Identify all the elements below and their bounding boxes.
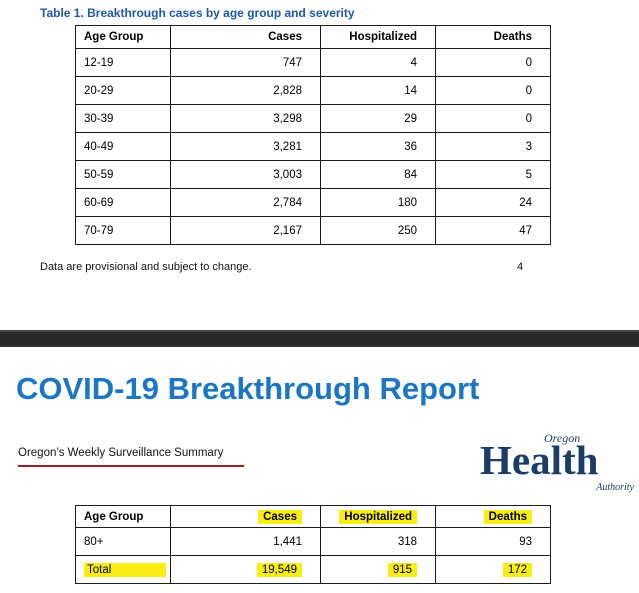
cell-cases: 747	[170, 48, 321, 77]
cell-hospitalized: 180	[320, 188, 436, 217]
cell-deaths: 47	[435, 216, 551, 245]
cell-cases: 1,441	[170, 527, 321, 556]
cell-cases: 2,167	[170, 216, 321, 245]
col-header-deaths: Deaths	[435, 505, 551, 528]
cell-deaths: 24	[435, 188, 551, 217]
cell-age-group: 20-29	[75, 76, 171, 105]
breakthrough-table-page2: Age Group Cases Hospitalized Deaths 80+ …	[75, 505, 551, 584]
table-header-row: Age Group Cases Hospitalized Deaths	[75, 505, 551, 528]
report-subtitle: Oregon’s Weekly Surveillance Summary	[18, 447, 224, 459]
cell-deaths: 93	[435, 527, 551, 556]
table-row: 30-39 3,298 29 0	[75, 104, 551, 133]
cell-total-cases: 19,549	[170, 555, 321, 584]
breakthrough-table-page1: Age Group Cases Hospitalized Deaths 12-1…	[75, 25, 551, 245]
cell-cases: 3,003	[170, 160, 321, 189]
table-row: 20-29 2,828 14 0	[75, 76, 551, 105]
col-header-age-group: Age Group	[75, 505, 171, 528]
cell-age-group: 50-59	[75, 160, 171, 189]
cell-age-group: 70-79	[75, 216, 171, 245]
cell-deaths: 0	[435, 76, 551, 105]
oregon-health-authority-logo: Oregon Health Authority	[478, 431, 634, 494]
cases-header-highlight: Cases	[258, 509, 302, 524]
total-cases-highlight: 19,549	[256, 562, 302, 577]
col-header-cases: Cases	[170, 25, 321, 49]
subtitle-underline	[18, 465, 244, 467]
cell-hospitalized: 84	[320, 160, 436, 189]
table-row: 70-79 2,167 250 47	[75, 216, 551, 245]
total-row: Total 19,549 915 172	[75, 555, 551, 584]
total-hospitalized-highlight: 915	[387, 562, 417, 577]
page-number: 4	[517, 261, 524, 273]
cell-age-group: 40-49	[75, 132, 171, 161]
cell-hospitalized: 29	[320, 104, 436, 133]
cell-deaths: 0	[435, 104, 551, 133]
col-header-cases: Cases	[170, 505, 321, 528]
cell-cases: 3,298	[170, 104, 321, 133]
total-label-highlight: Total	[84, 562, 166, 577]
deaths-header-highlight: Deaths	[483, 509, 532, 524]
cell-total-label: Total	[75, 555, 171, 584]
logo-health-text: Health	[480, 437, 599, 483]
cell-total-deaths: 172	[435, 555, 551, 584]
cell-hospitalized: 4	[320, 48, 436, 77]
cell-deaths: 0	[435, 48, 551, 77]
table-row: 60-69 2,784 180 24	[75, 188, 551, 217]
table-row: 12-19 747 4 0	[75, 48, 551, 77]
cell-deaths: 5	[435, 160, 551, 189]
cell-cases: 3,281	[170, 132, 321, 161]
total-deaths-highlight: 172	[502, 562, 532, 577]
cell-age-group: 60-69	[75, 188, 171, 217]
cell-hospitalized: 36	[320, 132, 436, 161]
table1-caption: Table 1. Breakthrough cases by age group…	[40, 6, 355, 20]
cell-total-hospitalized: 915	[320, 555, 436, 584]
report-title: COVID-19 Breakthrough Report	[16, 371, 480, 406]
col-header-deaths: Deaths	[435, 25, 551, 49]
cell-deaths: 3	[435, 132, 551, 161]
table-row: 80+ 1,441 318 93	[75, 527, 551, 556]
table-header-row: Age Group Cases Hospitalized Deaths	[75, 25, 551, 49]
cell-cases: 2,828	[170, 76, 321, 105]
col-header-hospitalized: Hospitalized	[320, 505, 436, 528]
hospitalized-header-highlight: Hospitalized	[339, 509, 417, 524]
provisional-data-footnote: Data are provisional and subject to chan…	[40, 261, 252, 273]
col-header-hospitalized: Hospitalized	[320, 25, 436, 49]
logo-oregon-text: Oregon	[544, 431, 581, 445]
cell-hospitalized: 318	[320, 527, 436, 556]
cell-cases: 2,784	[170, 188, 321, 217]
cell-hospitalized: 250	[320, 216, 436, 245]
cell-age-group: 80+	[75, 527, 171, 556]
page-separator	[0, 330, 639, 347]
table-row: 50-59 3,003 84 5	[75, 160, 551, 189]
logo-authority-text: Authority	[596, 482, 634, 493]
cell-age-group: 12-19	[75, 48, 171, 77]
cell-age-group: 30-39	[75, 104, 171, 133]
table-row: 40-49 3,281 36 3	[75, 132, 551, 161]
cell-hospitalized: 14	[320, 76, 436, 105]
col-header-age-group: Age Group	[75, 25, 171, 49]
